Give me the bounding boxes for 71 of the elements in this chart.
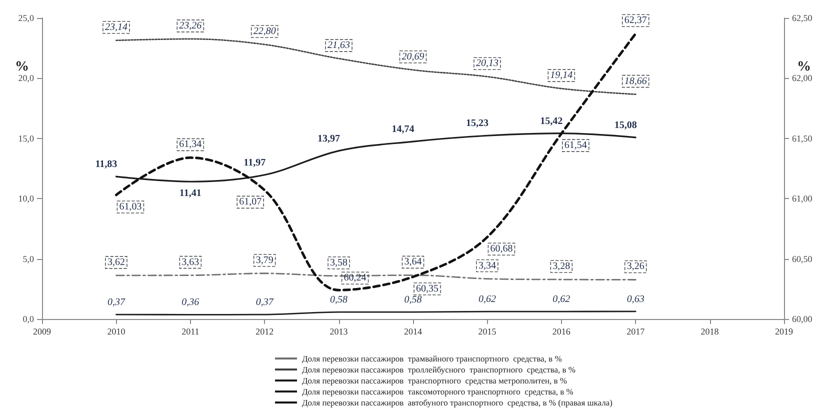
data-label: 15,08 bbox=[614, 120, 637, 131]
legend-label: Доля перевозки пассажиров автобуного транспортного средства, в % (правая шкала) bbox=[302, 398, 613, 408]
data-label: 60,68 bbox=[490, 244, 513, 255]
x-tick-label: 2016 bbox=[552, 326, 571, 336]
x-tick-label: 2014 bbox=[404, 326, 422, 336]
data-label: 3,63 bbox=[182, 256, 200, 268]
y2-tick-label: 60,00 bbox=[792, 314, 813, 324]
x-tick-label: 2017 bbox=[626, 326, 646, 336]
data-label: 20,13 bbox=[476, 58, 498, 70]
legend-label: Доля перевозки пассажиров трамвайного транспортного средства, в % bbox=[302, 354, 562, 364]
y-tick-label: 10,0 bbox=[18, 194, 34, 204]
data-label: 0,63 bbox=[626, 294, 644, 305]
data-label: 23,14 bbox=[104, 22, 128, 33]
data-label: 21,63 bbox=[328, 40, 350, 52]
y2-tick-label: 62,00 bbox=[792, 73, 813, 84]
data-label: 11,83 bbox=[95, 159, 118, 170]
x-tick-label: 2012 bbox=[256, 326, 274, 336]
data-label: 3,79 bbox=[256, 254, 274, 266]
data-label: 20,69 bbox=[402, 51, 424, 62]
x-tick-label: 2018 bbox=[700, 326, 720, 336]
data-label: 15,42 bbox=[540, 116, 563, 127]
data-label: 0,58 bbox=[330, 294, 348, 306]
data-label: 61,34 bbox=[179, 139, 202, 150]
data-label: 0,62 bbox=[552, 294, 570, 306]
legend-label: Доля перевозки пассажиров таксомоторного транспортного средства, в % bbox=[302, 386, 574, 396]
data-label: 3,62 bbox=[107, 256, 125, 268]
data-label: 61,54 bbox=[564, 140, 587, 152]
data-label: 3,64 bbox=[404, 256, 422, 268]
data-label: 14,74 bbox=[392, 124, 414, 136]
data-label: 0,37 bbox=[107, 297, 126, 308]
data-label: 11,41 bbox=[179, 188, 202, 200]
x-tick-label: 2010 bbox=[107, 326, 126, 336]
y-tick-label: 5,0 bbox=[22, 254, 34, 264]
data-label: 11,97 bbox=[244, 157, 266, 168]
y2-tick-label: 61,00 bbox=[792, 194, 813, 204]
data-label: 0,36 bbox=[182, 297, 200, 308]
data-label: 3,34 bbox=[478, 260, 496, 272]
x-tick-label: 2015 bbox=[478, 326, 497, 336]
data-label: 3,58 bbox=[330, 257, 348, 268]
data-label: 60,24 bbox=[344, 272, 366, 284]
y-tick-label: 25,0 bbox=[18, 13, 34, 23]
data-label: 0,58 bbox=[404, 294, 422, 306]
data-label: 3,26 bbox=[626, 261, 644, 272]
data-label: 15,23 bbox=[466, 118, 488, 130]
y2-tick-label: 60,50 bbox=[792, 254, 813, 264]
data-label: 61,03 bbox=[119, 201, 142, 212]
y2-tick-label: 61,50 bbox=[792, 133, 813, 144]
legend-label: Доля перевозки пассажиров троллейбусного транспортного средства, в % bbox=[302, 364, 576, 374]
data-label: 18,66 bbox=[624, 76, 647, 87]
data-label: 23,26 bbox=[179, 20, 202, 32]
data-label: 61,07 bbox=[239, 196, 262, 208]
data-label: 13,97 bbox=[318, 133, 340, 144]
data-label: 0,37 bbox=[256, 297, 274, 308]
x-tick-label: 2019 bbox=[775, 326, 794, 336]
legend-label: Доля перевозки пассажиров транспортного средства метрополитен, в % bbox=[302, 376, 567, 386]
y-tick-label: 20,0 bbox=[18, 73, 34, 84]
y-axis-title: % bbox=[15, 59, 29, 74]
x-tick-label: 2009 bbox=[33, 326, 52, 336]
data-label: 19,14 bbox=[550, 70, 573, 82]
x-tick-label: 2013 bbox=[330, 326, 348, 336]
y2-axis-title: % bbox=[797, 59, 811, 74]
y-tick-label: 0,0 bbox=[22, 314, 34, 324]
data-label: 60,35 bbox=[416, 283, 438, 294]
data-label: 62,37 bbox=[624, 15, 647, 26]
x-tick-label: 2011 bbox=[182, 326, 200, 336]
data-label: 22,80 bbox=[253, 26, 276, 37]
data-label: 0,62 bbox=[478, 294, 496, 306]
data-label: 3,28 bbox=[552, 261, 570, 272]
y2-tick-label: 62,50 bbox=[792, 13, 813, 23]
y-tick-label: 15,0 bbox=[18, 133, 34, 144]
line-series bbox=[116, 272, 636, 280]
